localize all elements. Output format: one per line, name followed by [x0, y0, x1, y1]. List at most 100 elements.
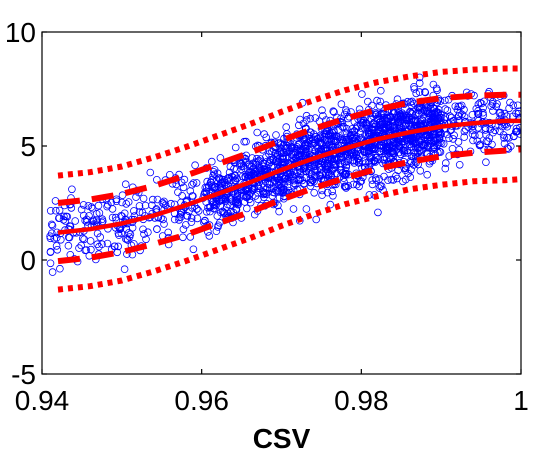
scatter-point — [495, 109, 504, 117]
scatter-point — [311, 114, 320, 122]
scatter-point — [241, 154, 250, 163]
scatter-point — [339, 174, 348, 182]
scatter-point — [51, 206, 60, 215]
scatter-point — [71, 217, 79, 225]
scatter-point — [394, 115, 403, 123]
scatter-point — [276, 180, 285, 189]
scatter-point — [282, 154, 291, 163]
scatter-point — [124, 236, 132, 244]
scatter-point — [336, 162, 345, 171]
scatter-point — [349, 180, 358, 189]
scatter-point — [407, 159, 415, 167]
scatter-point — [455, 161, 464, 169]
scatter-point — [246, 198, 255, 207]
scatter-point — [383, 146, 392, 155]
scatter-point — [363, 97, 372, 106]
scatter-point — [191, 161, 199, 170]
scatter-point — [379, 147, 388, 155]
scatter-point — [329, 161, 338, 169]
scatter-point — [123, 235, 131, 243]
scatter-point — [324, 172, 333, 180]
scatter-point — [206, 178, 215, 187]
scatter-point — [468, 111, 477, 119]
scatter-point — [144, 228, 152, 237]
scatter-point — [375, 118, 384, 127]
scatter-point — [61, 217, 70, 225]
scatter-point — [469, 136, 477, 145]
scatter-point — [415, 79, 424, 87]
scatter-point — [511, 128, 520, 136]
scatter-point — [394, 111, 403, 120]
scatter-point — [448, 145, 457, 153]
scatter-point — [423, 103, 432, 111]
scatter-point — [231, 190, 240, 199]
scatter-point — [475, 141, 484, 150]
scatter-point — [312, 215, 321, 224]
scatter-point — [141, 201, 150, 210]
scatter-point — [503, 133, 511, 142]
scatter-point — [408, 97, 416, 106]
scatter-point — [430, 143, 439, 151]
scatter-point — [402, 116, 410, 124]
scatter-point — [330, 108, 338, 116]
scatter-point — [488, 97, 497, 106]
scatter-point — [142, 235, 150, 244]
scatter-point — [82, 246, 91, 254]
scatter-point — [112, 195, 121, 204]
scatter-point — [180, 175, 189, 184]
scatter-point — [130, 207, 138, 215]
scatter-point — [221, 194, 230, 202]
scatter-point — [281, 174, 290, 183]
scatter-point — [338, 123, 347, 131]
scatter-point — [373, 96, 381, 105]
scatter-point — [135, 208, 144, 216]
scatter-point — [457, 101, 466, 110]
scatter-point — [460, 127, 469, 136]
scatter-point — [341, 157, 349, 166]
scatter-point — [118, 191, 127, 200]
y-tick-label: 5 — [20, 131, 36, 162]
scatter-point — [318, 106, 326, 114]
scatter-point — [366, 153, 374, 161]
scatter-point — [352, 180, 361, 189]
scatter-point — [205, 232, 214, 240]
scatter-point — [323, 127, 332, 136]
scatter-point — [306, 182, 315, 190]
scatter-point — [392, 123, 401, 132]
scatter-point — [262, 133, 271, 142]
scatter-point — [380, 156, 389, 164]
scatter-point — [170, 215, 179, 224]
scatter-point — [54, 214, 63, 223]
y-tick-label: 0 — [20, 245, 36, 276]
scatter-point — [228, 172, 236, 181]
scatter-point — [272, 131, 280, 139]
x-tick-label: 1 — [513, 385, 529, 416]
scatter-point — [415, 147, 424, 156]
scatter-point — [153, 225, 161, 233]
scatter-point — [413, 117, 422, 126]
scatter-point — [213, 169, 222, 178]
scatter-point — [46, 248, 55, 257]
scatter-point — [329, 107, 338, 115]
scatter-point — [340, 177, 348, 186]
scatter-point — [514, 101, 521, 110]
scatter-point — [234, 200, 242, 209]
scatter-point — [174, 188, 182, 197]
scatter-point — [103, 239, 112, 248]
scatter-point — [112, 197, 121, 206]
scatter-point — [301, 144, 309, 153]
scatter-point — [295, 173, 304, 182]
scatter-point — [500, 134, 508, 142]
scatter-point — [77, 205, 86, 214]
scatter-point — [341, 182, 350, 191]
scatter-point — [276, 139, 285, 147]
scatter-point — [231, 143, 240, 152]
scatter-point — [468, 130, 477, 139]
confidence-band-line — [57, 146, 521, 265]
scatter-point — [340, 110, 349, 119]
scatter-point — [175, 216, 183, 224]
scatter-point — [326, 200, 335, 209]
scatter-point — [376, 97, 385, 106]
scatter-point — [203, 177, 212, 186]
scatter-point — [387, 175, 396, 184]
